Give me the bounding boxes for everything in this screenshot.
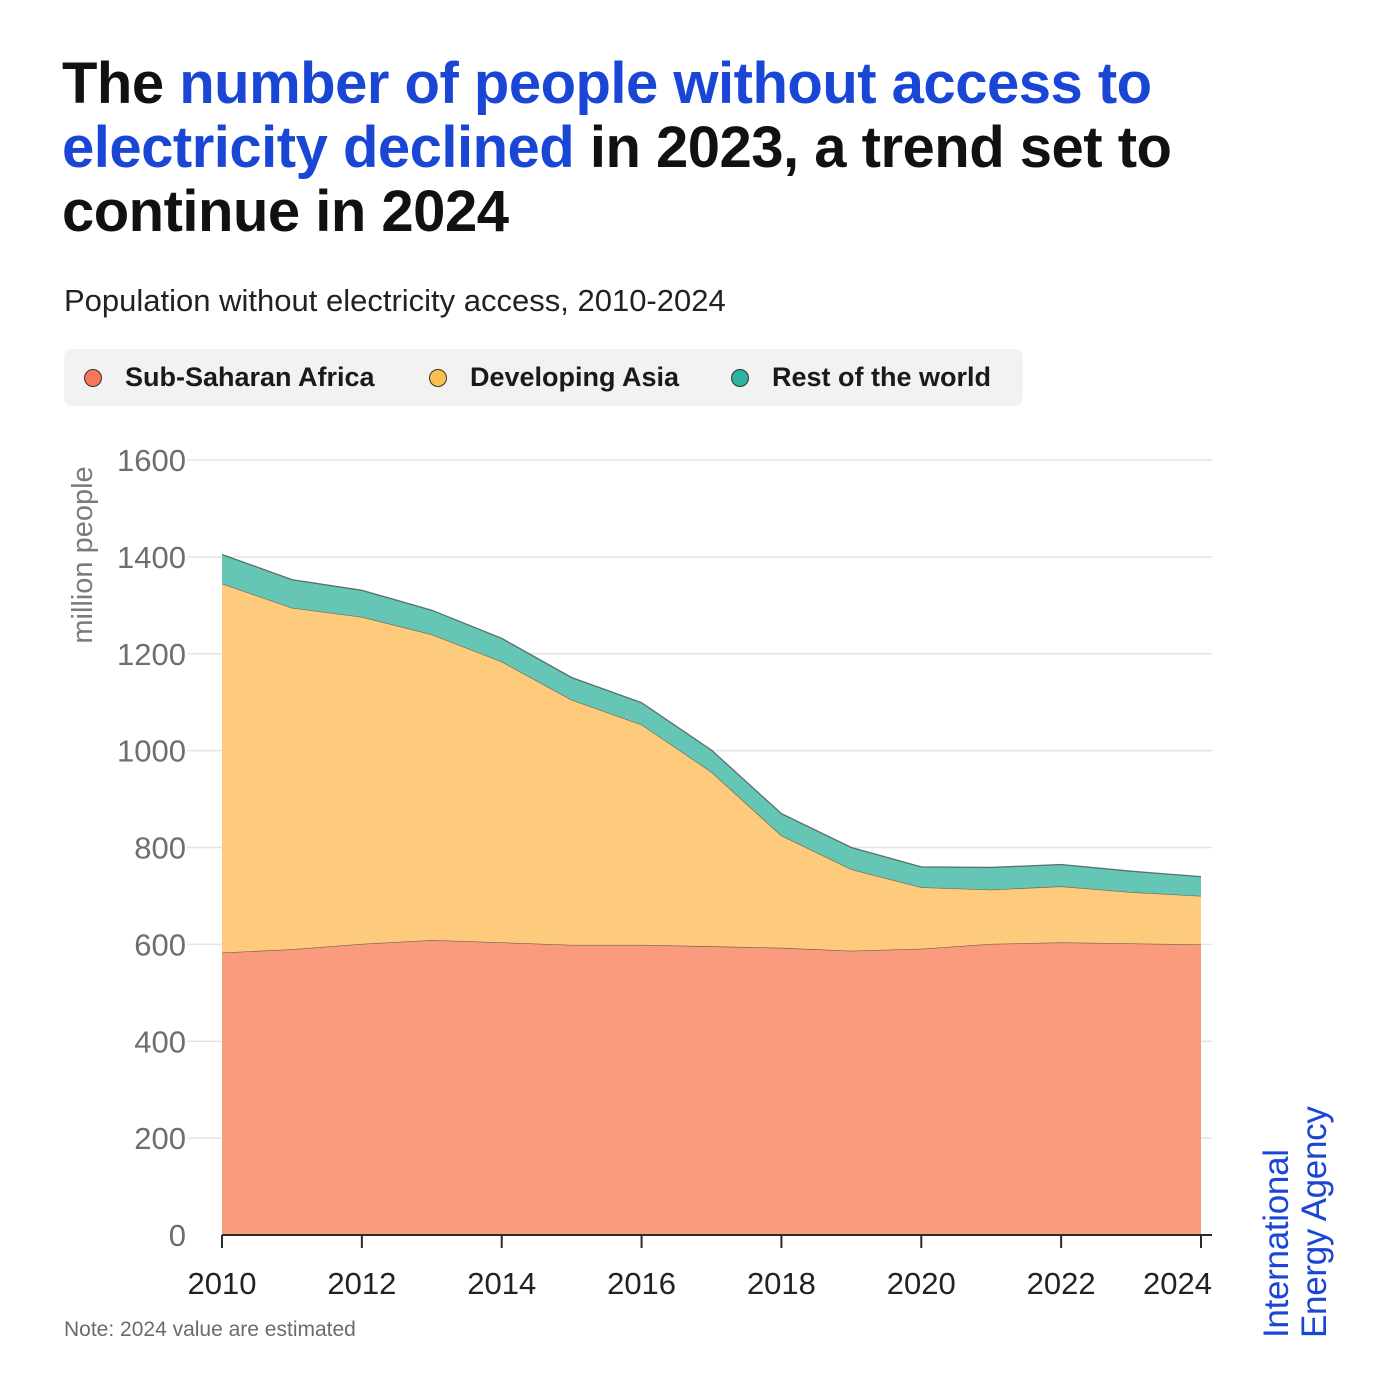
- area-developing-asia: [222, 583, 1201, 953]
- area-sub-saharan-africa: [222, 940, 1201, 1235]
- headline-part2: in 2023, a trend set to continue in 2024: [62, 115, 1172, 244]
- headline-highlight: number of people without access to elect…: [62, 51, 1152, 180]
- x-tick-label-2022: 2022: [1027, 1266, 1096, 1301]
- footnote: Note: 2024 value are estimated: [64, 1318, 356, 1341]
- x-tick-label-2014: 2014: [467, 1266, 536, 1301]
- x-tick-label-2024: 2024: [1143, 1266, 1212, 1301]
- area-rest-of-world: [222, 554, 1201, 896]
- legend: Sub-Saharan Africa Developing Asia Rest …: [64, 349, 1023, 406]
- x-tick-label-2020: 2020: [887, 1266, 956, 1301]
- y-tick-label-0: 0: [169, 1218, 186, 1253]
- y-axis-label: million people: [67, 466, 99, 643]
- logo-line1: International: [1257, 1149, 1296, 1338]
- headline: The number of people without access to e…: [62, 52, 1262, 244]
- x-tick-label-2018: 2018: [747, 1266, 816, 1301]
- series-areas: [221, 553, 1202, 1235]
- axes: 0 200 400 600 800 1000 1200 1400 1600 2010 2012 201…: [117, 443, 1212, 1301]
- area-rest-of-world-edge: [221, 553, 1202, 878]
- iea-logo[interactable]: International Energy Agency: [1257, 1106, 1334, 1338]
- legend-label-ssa: Sub-Saharan Africa: [125, 362, 375, 392]
- y-tick-label-400: 400: [134, 1024, 186, 1059]
- legend-swatch-asia: [429, 368, 447, 387]
- y-tick-label-1000: 1000: [117, 734, 186, 769]
- chart-subtitle: Population without electricity access, 2…: [64, 283, 726, 318]
- headline-part1: The: [62, 51, 180, 116]
- y-tick-label-600: 600: [134, 927, 186, 962]
- logo-line2: Energy Agency: [1295, 1106, 1334, 1338]
- x-tick-label-2016: 2016: [607, 1266, 676, 1301]
- y-tick-label-1600: 1600: [117, 443, 186, 478]
- y-tick-label-1400: 1400: [117, 540, 186, 575]
- y-tick-label-200: 200: [134, 1121, 186, 1156]
- legend-item-ssa[interactable]: Sub-Saharan Africa: [84, 349, 375, 406]
- x-tick-label-2010: 2010: [188, 1266, 257, 1301]
- y-tick-label-800: 800: [134, 831, 186, 866]
- legend-label-asia: Developing Asia: [470, 362, 680, 392]
- legend-swatch-ssa: [84, 368, 102, 387]
- x-tick-label-2012: 2012: [327, 1266, 396, 1301]
- y-tick-label-1200: 1200: [117, 637, 186, 672]
- legend-swatch-row: [731, 368, 749, 387]
- legend-item-asia[interactable]: Developing Asia: [429, 349, 679, 406]
- legend-item-row[interactable]: Rest of the world: [731, 349, 991, 406]
- legend-label-row: Rest of the world: [772, 362, 992, 392]
